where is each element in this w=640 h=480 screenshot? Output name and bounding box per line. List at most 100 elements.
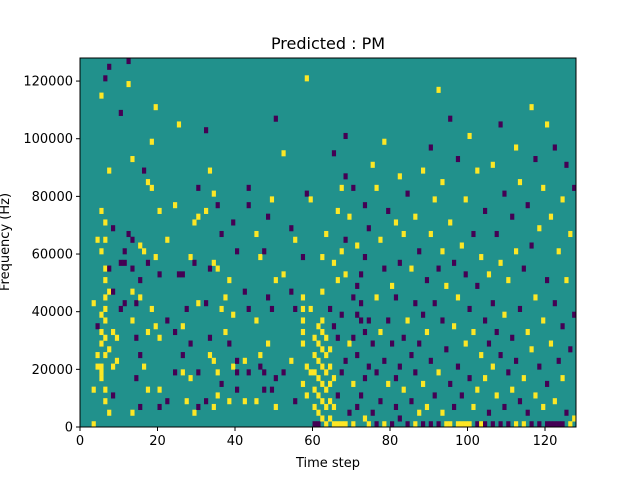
heatmap-cell xyxy=(204,300,209,307)
heatmap-cell xyxy=(320,380,325,387)
heatmap-cell xyxy=(545,421,550,428)
y-tick-label: 120000 xyxy=(23,75,73,90)
x-tick-label: 120 xyxy=(533,434,558,449)
heatmap-cell xyxy=(359,300,364,307)
heatmap-cell xyxy=(103,334,108,341)
heatmap-cell xyxy=(494,392,499,399)
heatmap-cell xyxy=(382,265,387,272)
heatmap-cell xyxy=(118,259,123,266)
heatmap-cell xyxy=(494,230,499,238)
heatmap-cell xyxy=(223,294,228,301)
heatmap-cell xyxy=(409,352,414,359)
heatmap-cell xyxy=(362,375,368,382)
heatmap-cell xyxy=(498,352,503,359)
heatmap-cell xyxy=(242,288,247,295)
heatmap-cell xyxy=(343,236,348,243)
heatmap-cell xyxy=(421,311,426,318)
heatmap-cell xyxy=(560,421,565,428)
heatmap-cell xyxy=(254,398,259,405)
heatmap-cell xyxy=(103,75,108,82)
heatmap-cell xyxy=(95,363,100,370)
heatmap-cell xyxy=(196,300,201,307)
heatmap-cell xyxy=(397,415,402,422)
heatmap-cell xyxy=(328,305,333,312)
heatmap-cell xyxy=(281,271,286,278)
heatmap-cell xyxy=(273,115,278,122)
heatmap-cell xyxy=(471,328,476,336)
heatmap-cell xyxy=(370,161,375,168)
heatmap-cell xyxy=(196,213,201,220)
heatmap-cell xyxy=(107,63,112,70)
y-tick-label: 100000 xyxy=(23,132,73,147)
heatmap-cell xyxy=(122,259,127,266)
heatmap-cell xyxy=(335,392,340,399)
heatmap-cell xyxy=(91,300,96,307)
heatmap-cell xyxy=(556,421,561,428)
heatmap-cell xyxy=(130,288,135,295)
heatmap-cell xyxy=(262,248,267,255)
heatmap-cell xyxy=(479,421,484,428)
heatmap-cell xyxy=(545,277,550,284)
heatmap-cell xyxy=(463,421,468,428)
heatmap-cell xyxy=(180,352,185,359)
heatmap-cell xyxy=(293,236,298,243)
heatmap-cell xyxy=(339,248,344,255)
heatmap-cell xyxy=(498,259,503,266)
heatmap-cell xyxy=(409,398,414,405)
heatmap-cell xyxy=(548,421,554,428)
heatmap-cell xyxy=(448,380,453,387)
heatmap-cell xyxy=(312,421,317,428)
heatmap-cell xyxy=(173,369,178,376)
heatmap-cell xyxy=(107,265,112,272)
heatmap-cell xyxy=(560,375,565,382)
heatmap-cell xyxy=(196,403,201,411)
heatmap-cell xyxy=(99,248,104,255)
heatmap-cell xyxy=(324,334,329,341)
heatmap-cell xyxy=(331,323,337,330)
heatmap-cell xyxy=(359,271,364,278)
heatmap-cell xyxy=(545,121,550,128)
heatmap-cell xyxy=(157,386,162,393)
heatmap-cell xyxy=(490,363,495,370)
heatmap-cell xyxy=(525,409,530,416)
heatmap-cell xyxy=(320,254,325,261)
heatmap-cell xyxy=(413,369,418,376)
heatmap-cell xyxy=(215,265,220,272)
heatmap-cell xyxy=(471,230,476,238)
heatmap-cell xyxy=(289,288,294,295)
heatmap-cell xyxy=(521,375,526,382)
heatmap-cell xyxy=(308,196,313,203)
heatmap-cell xyxy=(483,317,488,324)
heatmap-cell xyxy=(351,294,356,301)
heatmap-cell xyxy=(324,352,329,359)
heatmap-cell xyxy=(339,369,344,376)
heatmap-cell xyxy=(293,305,298,312)
heatmap-cell xyxy=(246,184,251,191)
heatmap-cell xyxy=(184,305,189,312)
heatmap-cell xyxy=(533,294,538,301)
heatmap-cell xyxy=(525,328,530,336)
y-tick-label: 20000 xyxy=(32,363,73,378)
heatmap-cell xyxy=(335,207,340,214)
heatmap-cell xyxy=(556,357,561,364)
heatmap-cell xyxy=(444,346,449,353)
heatmap-cell xyxy=(436,369,441,376)
heatmap-cell xyxy=(328,363,333,370)
heatmap-cell xyxy=(421,167,426,174)
x-tick-label: 100 xyxy=(455,434,480,449)
heatmap-cell xyxy=(343,132,348,140)
heatmap-cell xyxy=(114,334,120,341)
heatmap-cell xyxy=(211,403,216,411)
heatmap-cell xyxy=(370,340,375,347)
heatmap-cell xyxy=(568,346,573,353)
heatmap-cell xyxy=(149,138,154,145)
heatmap-cell xyxy=(304,392,309,399)
heatmap-cell xyxy=(455,421,461,428)
heatmap-cell xyxy=(529,346,534,353)
plot-frame xyxy=(79,57,577,428)
heatmap-cell xyxy=(452,259,457,266)
heatmap-cell xyxy=(413,213,418,220)
heatmap-cell xyxy=(440,179,445,186)
heatmap-cell xyxy=(572,184,577,191)
heatmap-cell xyxy=(114,357,120,364)
